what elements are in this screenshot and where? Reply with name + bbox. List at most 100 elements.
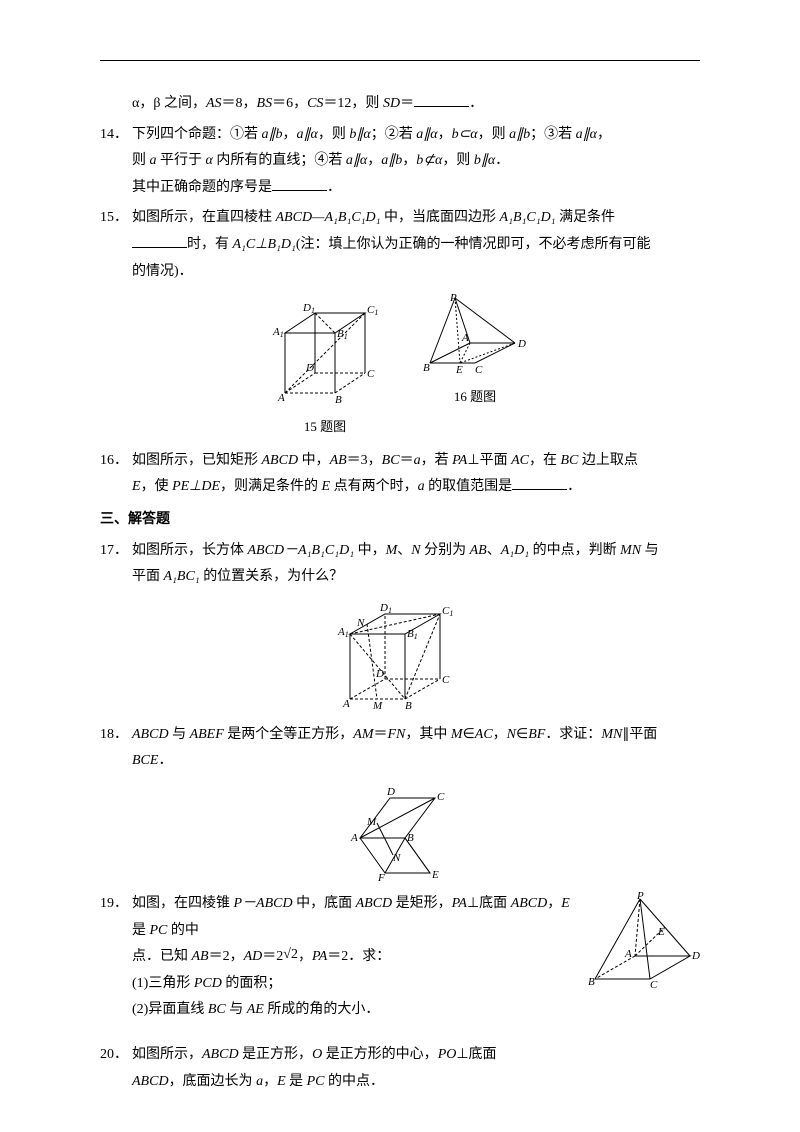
svg-text:B: B — [423, 362, 430, 374]
svg-text:M: M — [366, 816, 377, 828]
text: ， — [263, 1074, 277, 1089]
text: 的位置关系，为什么？ — [200, 569, 344, 584]
svg-text:C: C — [442, 674, 450, 686]
text: 与 — [169, 727, 190, 742]
text: ⊥平面 — [467, 453, 511, 468]
svg-text:B: B — [335, 394, 342, 406]
math: ABCD — [132, 1074, 169, 1089]
q20: 20． 如图所示，ABCD 是正方形，O 是正方形的中心，PO⊥底面 ABCD，… — [100, 1042, 700, 1095]
math: ABCD — [202, 1047, 239, 1062]
q16: 16． 如图所示，已知矩形 ABCD 中，AB＝3，BC＝a，若 PA⊥平面 A… — [100, 448, 700, 501]
text: ＝2．求： — [327, 949, 390, 964]
text: ，其中 — [405, 727, 451, 742]
text: 则 — [132, 153, 150, 168]
math: b∥α — [349, 127, 370, 142]
q18-body: ABCD 与 ABEF 是两个全等正方形，AM＝FN，其中 M∈AC，N∈BF．… — [132, 722, 700, 775]
q14-num: 14． — [100, 122, 132, 202]
var: a — [256, 1074, 263, 1089]
text: 点．已知 — [132, 949, 192, 964]
text: 所成的角的大小． — [264, 1002, 380, 1017]
var: E — [132, 479, 141, 494]
var: N — [507, 727, 516, 742]
svg-text:C: C — [367, 368, 375, 380]
svg-text:D: D — [691, 950, 700, 962]
text: 如图，在四棱锥 — [132, 896, 234, 911]
blank — [512, 476, 567, 490]
math: AD — [244, 949, 263, 964]
text: ＝6， — [272, 96, 307, 111]
math: a∥α — [346, 153, 367, 168]
text: 中，底面 — [293, 896, 356, 911]
svg-text:B: B — [588, 976, 595, 988]
q20-body: 如图所示，ABCD 是正方形，O 是正方形的中心，PO⊥底面 ABCD，底面边长… — [132, 1042, 700, 1095]
text: ＝3， — [347, 453, 382, 468]
svg-text:A1: A1 — [272, 326, 284, 339]
text: ＝2 — [262, 949, 283, 964]
text: ， — [283, 127, 297, 142]
math: ABCD－A₁B₁C₁D₁ — [248, 543, 355, 558]
text: ，使 — [141, 479, 173, 494]
svg-text:A: A — [624, 948, 632, 960]
blank — [272, 177, 327, 191]
blank — [132, 234, 187, 248]
var: E — [561, 896, 570, 911]
svg-text:C: C — [475, 364, 483, 376]
text: 如图所示，长方体 — [132, 543, 248, 558]
math: PE⊥DE — [172, 479, 220, 494]
svg-text:D1: D1 — [302, 302, 315, 315]
math: A₁C⊥B₁D₁ — [233, 237, 296, 252]
text: ⊥底面 — [456, 1047, 496, 1062]
q15: 15． 如图所示，在直四棱柱 ABCD—A₁B₁C₁D₁ 中，当底面四边形 A₁… — [100, 205, 700, 285]
text: 点有两个时， — [330, 479, 418, 494]
var: N — [411, 543, 420, 558]
fig18-svg: D C A B F E M N — [345, 783, 455, 883]
text: 是正方形， — [239, 1047, 313, 1062]
q20-num: 20． — [100, 1042, 132, 1095]
var: E — [277, 1074, 286, 1089]
svg-text:D: D — [386, 786, 395, 798]
text: ＝ — [400, 96, 414, 111]
text: ， — [547, 896, 561, 911]
fig17-svg: A B C D A1 B1 C1 D1 N M — [335, 599, 465, 714]
fig16-col: P A D C B E 16 题图 — [420, 293, 530, 440]
math: BC — [208, 1002, 226, 1017]
svg-text:D: D — [375, 668, 384, 680]
fig18: D C A B F E M N — [100, 783, 700, 883]
text: ． — [567, 479, 581, 494]
math: PCD — [194, 976, 222, 991]
svg-text:A: A — [342, 698, 350, 710]
svg-text:C1: C1 — [442, 605, 453, 618]
text: ，若 — [421, 453, 453, 468]
text: 的情况)． — [132, 264, 193, 279]
math: P－ABCD — [234, 896, 293, 911]
math: PA — [452, 896, 467, 911]
q17-num: 17． — [100, 538, 132, 591]
text: ∈ — [516, 727, 528, 742]
q13-continuation: α，β 之间，AS＝8，BS＝6，CS＝12，则 SD＝． — [100, 91, 700, 118]
text: 、 — [397, 543, 411, 558]
var: a — [414, 453, 421, 468]
math: AC — [475, 727, 493, 742]
math: b∥α — [474, 153, 495, 168]
text: ＝8， — [222, 96, 257, 111]
svg-text:D1: D1 — [379, 602, 392, 615]
q14: 14． 下列四个命题：①若 a∥b，a∥α，则 b∥α；②若 a∥α，b⊂α，则… — [100, 122, 700, 202]
svg-text:B: B — [405, 700, 412, 712]
math: PC — [307, 1074, 325, 1089]
math: ABCD — [356, 896, 393, 911]
fig19-svg: P A B C D E — [585, 891, 700, 991]
math: AE — [247, 1002, 264, 1017]
math: ABCD — [511, 896, 548, 911]
fig15-col: A B C D A1 B1 C1 D1 15 题图 — [270, 293, 380, 440]
text: 中， — [298, 453, 330, 468]
text: ＝12，则 — [323, 96, 383, 111]
svg-text:A: A — [350, 832, 358, 844]
fig17: A B C D A1 B1 C1 D1 N M — [100, 599, 700, 714]
q14-body: 下列四个命题：①若 a∥b，a∥α，则 b∥α；②若 a∥α，b⊂α，则 a∥b… — [132, 122, 700, 202]
var: M — [386, 543, 398, 558]
svg-text:P: P — [636, 891, 644, 902]
svg-text:E: E — [657, 926, 665, 938]
text: 平面 — [132, 569, 164, 584]
fig16-label: 16 题图 — [454, 385, 496, 410]
var: α — [206, 153, 213, 168]
